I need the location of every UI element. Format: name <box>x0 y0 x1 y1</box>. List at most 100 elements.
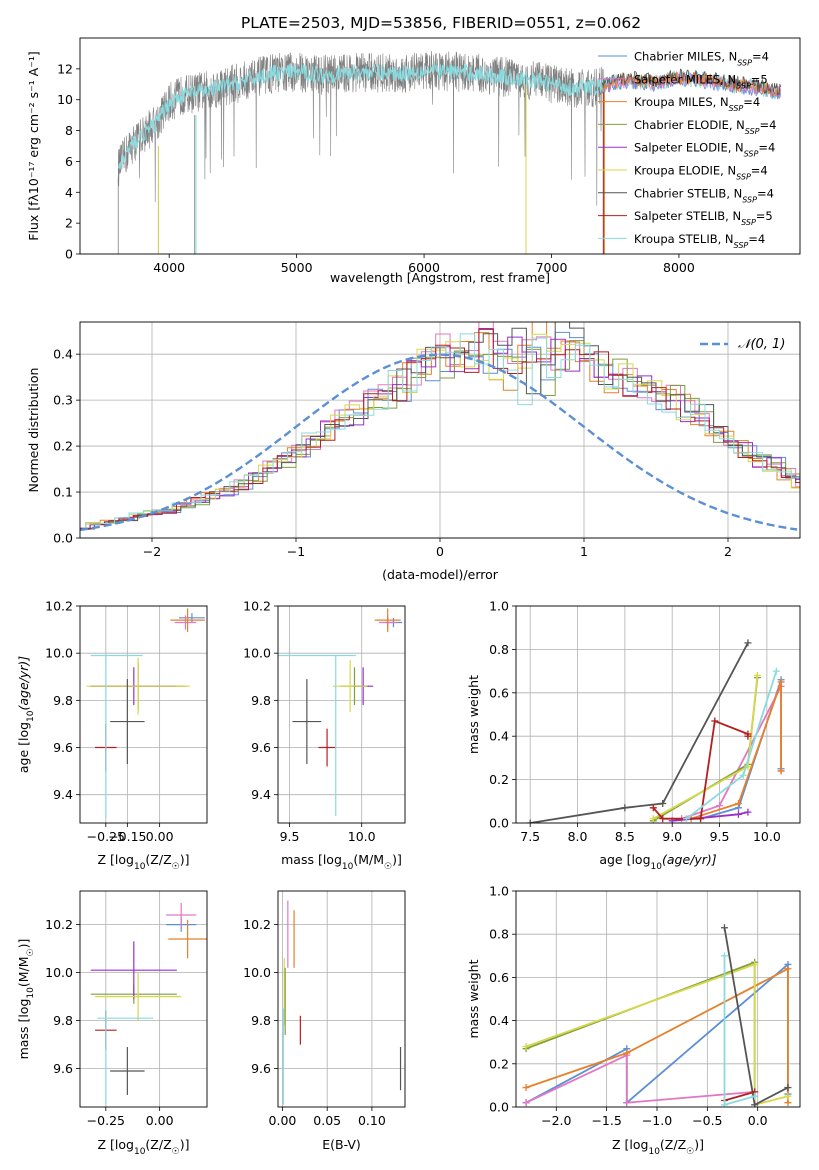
tick-label-y: 9.4 <box>251 787 271 802</box>
massweight_vs_age-frame <box>515 605 801 824</box>
mass-weight-marker <box>711 717 719 725</box>
mass-weight-marker <box>784 1099 792 1107</box>
mass-weight-marker <box>784 1092 792 1100</box>
tick-label-x: 6000 <box>408 260 440 275</box>
tick-label-x: 0.00 <box>146 829 174 844</box>
tick-label-x: 0.0 <box>748 1113 768 1128</box>
tick-label-y: 8 <box>65 123 73 138</box>
plots-layer: 4000 5000 6000 7000 8000024681012wavelength … <box>16 37 801 1157</box>
mass-weight-marker <box>734 799 742 807</box>
age-vs-Z-xlabel: Z [log10(Z/Z☉)] <box>98 852 190 872</box>
mass-weight-marker <box>522 1084 530 1092</box>
mass-weight-line <box>530 642 749 823</box>
mass-vs-Z-ylabel: mass [log10(M/M☉)] <box>16 939 36 1060</box>
spectrum-legend: Chabrier MILES, NSSP=4 Salpeter MILES, NS… <box>598 50 776 249</box>
mass-weight-marker <box>659 799 667 807</box>
tick-label-x: −1 <box>287 544 305 559</box>
tick-label-y: 0.6 <box>489 685 509 700</box>
tick-label-y: 4 <box>65 185 73 200</box>
axes-mass_vs_Z: −0.25 0.00 9.6 9.8 10.0 10.2 <box>45 891 207 1128</box>
age_vs_mass-frame <box>277 605 406 824</box>
tick-label-y: 9.8 <box>53 693 73 708</box>
legend-label: Salpeter STELIB, NSSP=5 <box>634 209 773 227</box>
tick-label-y: 0.3 <box>53 393 73 408</box>
mass-weight-marker <box>744 639 752 647</box>
tick-label-y: 10.2 <box>45 599 73 614</box>
tick-label-y: 2 <box>65 216 73 231</box>
age_vs_Z-frame <box>79 605 208 824</box>
spectrum-frame <box>79 37 801 255</box>
tick-label-x: 2 <box>724 544 732 559</box>
tick-label-x: 1 <box>580 544 588 559</box>
tick-label-y: 1.0 <box>489 884 509 899</box>
normal-curve <box>80 353 798 532</box>
age_vs_mass-points <box>278 608 403 816</box>
tick-label-y: 0.2 <box>489 1056 509 1071</box>
tick-label-x: 8.5 <box>615 829 635 844</box>
tick-label-y: 6 <box>65 154 73 169</box>
mass-weight-marker <box>649 815 657 823</box>
tick-label-y: 9.8 <box>251 693 271 708</box>
legend-label: Kroupa MILES, NSSP=4 <box>634 95 760 113</box>
tick-label-y: 9.6 <box>53 740 73 755</box>
mass-weight-line <box>525 963 789 1106</box>
tick-label-y: 0.6 <box>489 970 509 985</box>
tick-label-y: 10 <box>57 92 73 107</box>
axes-spectrum: 4000 5000 6000 7000 8000 0 2 4 6 8 10 12 <box>57 61 695 275</box>
tick-label-x: 9.5 <box>280 829 300 844</box>
tick-label-x: 0.10 <box>358 1113 386 1128</box>
mass-weight-line <box>690 681 782 820</box>
tick-label-y: 10.0 <box>243 965 271 980</box>
legend-label: Chabrier STELIB, NSSP=4 <box>634 186 774 204</box>
massweight_vs_age-ylabel: mass weight <box>466 675 481 754</box>
mass-weight-marker <box>623 1099 631 1107</box>
legend-label: Chabrier MILES, NSSP=4 <box>634 50 769 68</box>
mass-weight-marker <box>734 810 742 818</box>
tick-label-x: 4000 <box>153 260 185 275</box>
tick-label-y: 10.0 <box>243 646 271 661</box>
tick-label-x: 9.5 <box>710 829 730 844</box>
tick-label-y: 0.0 <box>489 816 509 831</box>
age_vs_Z-points <box>86 608 205 819</box>
mass-weight-marker <box>739 771 747 779</box>
tick-label-y: 1.0 <box>489 599 509 614</box>
tick-label-y: 0.8 <box>489 927 509 942</box>
tick-label-x: 10.0 <box>753 829 781 844</box>
legend-label: Kroupa ELODIE, NSSP=4 <box>634 164 768 182</box>
mass-weight-marker <box>720 952 728 960</box>
tick-label-x: −0.25 <box>87 829 125 844</box>
spectrum-data-group <box>117 50 782 254</box>
mass-weight-marker <box>753 671 761 679</box>
tick-label-y: 0.0 <box>489 1100 509 1115</box>
residuals-frame <box>79 321 801 539</box>
figure-title: PLATE=2503, MJD=53856, FIBERID=0551, z=0… <box>241 14 641 32</box>
tick-label-x: −0.15 <box>108 829 146 844</box>
tick-label-x: −1.0 <box>642 1113 672 1128</box>
tick-label-x: −0.25 <box>87 1113 125 1128</box>
mass-weight-line <box>525 967 789 1103</box>
residuals-legend: 𝒩(0, 1) <box>700 337 785 352</box>
mass-weight-marker <box>659 815 667 823</box>
mass-weight-marker <box>777 678 785 686</box>
tick-label-y: 0.4 <box>489 1013 509 1028</box>
legend-label: Chabrier ELODIE, NSSP=4 <box>634 118 776 136</box>
mass-weight-line <box>723 927 789 1107</box>
tick-label-y: 0.8 <box>489 642 509 657</box>
mass-weight-marker <box>777 767 785 775</box>
tick-label-y: 12 <box>57 61 73 76</box>
mass-weight-marker <box>682 815 690 823</box>
mass-weight-marker <box>716 802 724 810</box>
mass-weight-marker <box>697 815 705 823</box>
tick-label-x: −2 <box>143 544 161 559</box>
tick-label-y: 10.0 <box>45 965 73 980</box>
residual-histogram <box>80 333 800 530</box>
mass-weight-line <box>681 685 782 820</box>
legend-label: 𝒩(0, 1) <box>738 337 785 352</box>
mass-weight-marker <box>751 1092 759 1100</box>
mass-weight-marker <box>621 804 629 812</box>
mass-weight-marker <box>784 965 792 973</box>
tick-label-y: 0 <box>65 247 73 262</box>
axes-massweight_vs_age: 7.5 8.0 8.5 9.0 9.5 10.0 0.0 0.2 0.4 0.6 0.8 1.0 <box>489 599 800 844</box>
massweight_vs_age-lines <box>526 639 785 823</box>
